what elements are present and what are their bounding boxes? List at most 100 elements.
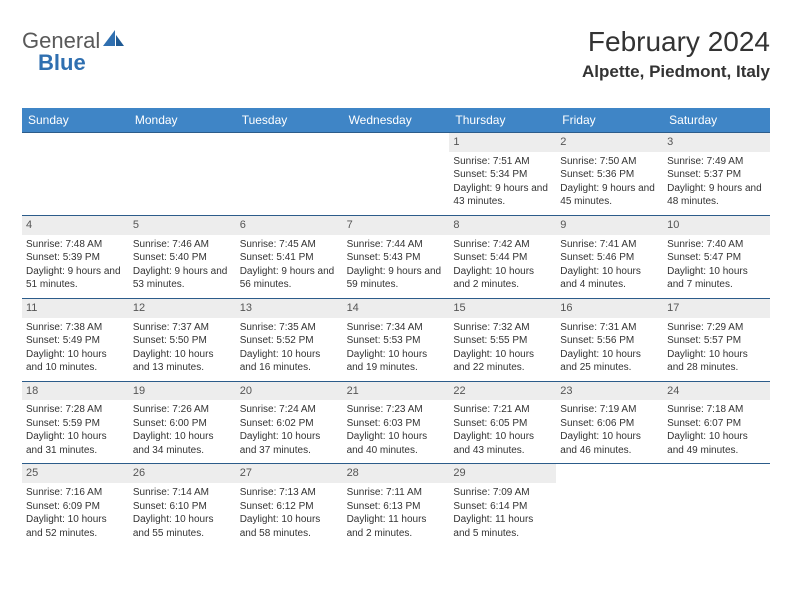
day-number: 29 [449, 464, 556, 483]
day-cell: 25 Sunrise: 7:16 AMSunset: 6:09 PMDayligh… [22, 463, 129, 546]
day-header: Thursday [449, 108, 556, 132]
logo-text-2-wrap: Blue [38, 50, 86, 76]
day-cell [663, 463, 770, 546]
day-cell: 15 Sunrise: 7:32 AMSunset: 5:55 PMDayligh… [449, 298, 556, 381]
day-cell: 27Sunrise: 7:13 AMSunset: 6:12 PMDayligh… [236, 463, 343, 546]
day-number: 26 [129, 464, 236, 483]
day-cell: 16 Sunrise: 7:31 AMSunset: 5:56 PMDayligh… [556, 298, 663, 381]
day-cell: 2 Sunrise: 7:50 AMSunset: 5:36 PMDaylight… [556, 132, 663, 215]
day-number: 2 [556, 133, 663, 152]
day-number: 27 [236, 464, 343, 483]
day-cell: 9 Sunrise: 7:41 AMSunset: 5:46 PMDaylight… [556, 215, 663, 298]
day-number: 24 [663, 382, 770, 401]
day-cell: 11 Sunrise: 7:38 AMSunset: 5:49 PMDayligh… [22, 298, 129, 381]
day-header: Friday [556, 108, 663, 132]
day-number: 11 [22, 299, 129, 318]
day-details: Sunrise: 7:35 AMSunset: 5:52 PMDaylight:… [240, 321, 339, 375]
day-number: 12 [129, 299, 236, 318]
day-number: 4 [22, 216, 129, 235]
day-number: 3 [663, 133, 770, 152]
day-number: 1 [449, 133, 556, 152]
day-header: Wednesday [343, 108, 450, 132]
day-cell: 4 Sunrise: 7:48 AMSunset: 5:39 PMDaylight… [22, 215, 129, 298]
day-details: Sunrise: 7:18 AMSunset: 6:07 PMDaylight:… [667, 403, 766, 457]
location: Alpette, Piedmont, Italy [582, 62, 770, 82]
day-cell [343, 132, 450, 215]
day-details: Sunrise: 7:48 AMSunset: 5:39 PMDaylight:… [26, 238, 125, 292]
day-details: Sunrise: 7:51 AMSunset: 5:34 PMDaylight:… [453, 155, 552, 209]
day-cell: 29Sunrise: 7:09 AMSunset: 6:14 PMDayligh… [449, 463, 556, 546]
day-details: Sunrise: 7:38 AMSunset: 5:49 PMDaylight:… [26, 321, 125, 375]
day-number: 8 [449, 216, 556, 235]
day-details: Sunrise: 7:16 AMSunset: 6:09 PMDaylight:… [26, 486, 125, 540]
month-title: February 2024 [582, 26, 770, 58]
day-details: Sunrise: 7:31 AMSunset: 5:56 PMDaylight:… [560, 321, 659, 375]
day-cell [129, 132, 236, 215]
day-number: 10 [663, 216, 770, 235]
day-number: 6 [236, 216, 343, 235]
day-number: 23 [556, 382, 663, 401]
day-details: Sunrise: 7:45 AMSunset: 5:41 PMDaylight:… [240, 238, 339, 292]
day-number: 22 [449, 382, 556, 401]
day-number: 28 [343, 464, 450, 483]
day-details: Sunrise: 7:26 AMSunset: 6:00 PMDaylight:… [133, 403, 232, 457]
day-header: Tuesday [236, 108, 343, 132]
day-cell: 28 Sunrise: 7:11 AMSunset: 6:13 PMDayligh… [343, 463, 450, 546]
day-number: 18 [22, 382, 129, 401]
day-details: Sunrise: 7:40 AMSunset: 5:47 PMDaylight:… [667, 238, 766, 292]
calendar-grid: SundayMondayTuesdayWednesdayThursdayFrid… [22, 108, 770, 546]
day-cell: 17 Sunrise: 7:29 AMSunset: 5:57 PMDayligh… [663, 298, 770, 381]
day-details: Sunrise: 7:50 AMSunset: 5:36 PMDaylight:… [560, 155, 659, 209]
day-details: Sunrise: 7:49 AMSunset: 5:37 PMDaylight:… [667, 155, 766, 209]
day-details: Sunrise: 7:23 AMSunset: 6:03 PMDaylight:… [347, 403, 446, 457]
day-number: 7 [343, 216, 450, 235]
day-header: Monday [129, 108, 236, 132]
day-number: 21 [343, 382, 450, 401]
day-number: 20 [236, 382, 343, 401]
day-cell: 13 Sunrise: 7:35 AMSunset: 5:52 PMDayligh… [236, 298, 343, 381]
day-cell: 1 Sunrise: 7:51 AMSunset: 5:34 PMDaylight… [449, 132, 556, 215]
day-details: Sunrise: 7:34 AMSunset: 5:53 PMDaylight:… [347, 321, 446, 375]
day-number: 14 [343, 299, 450, 318]
day-cell: 24 Sunrise: 7:18 AMSunset: 6:07 PMDayligh… [663, 381, 770, 464]
day-header: Sunday [22, 108, 129, 132]
day-cell [556, 463, 663, 546]
day-cell: 18 Sunrise: 7:28 AMSunset: 5:59 PMDayligh… [22, 381, 129, 464]
day-number: 17 [663, 299, 770, 318]
day-details: Sunrise: 7:11 AMSunset: 6:13 PMDaylight:… [347, 486, 446, 540]
day-cell: 7 Sunrise: 7:44 AMSunset: 5:43 PMDaylight… [343, 215, 450, 298]
day-number: 25 [22, 464, 129, 483]
day-cell: 14 Sunrise: 7:34 AMSunset: 5:53 PMDayligh… [343, 298, 450, 381]
day-details: Sunrise: 7:19 AMSunset: 6:06 PMDaylight:… [560, 403, 659, 457]
day-number: 9 [556, 216, 663, 235]
day-number: 15 [449, 299, 556, 318]
day-details: Sunrise: 7:32 AMSunset: 5:55 PMDaylight:… [453, 321, 552, 375]
day-cell: 10 Sunrise: 7:40 AMSunset: 5:47 PMDayligh… [663, 215, 770, 298]
day-details: Sunrise: 7:28 AMSunset: 5:59 PMDaylight:… [26, 403, 125, 457]
day-details: Sunrise: 7:29 AMSunset: 5:57 PMDaylight:… [667, 321, 766, 375]
day-details: Sunrise: 7:24 AMSunset: 6:02 PMDaylight:… [240, 403, 339, 457]
day-number: 13 [236, 299, 343, 318]
day-cell: 22 Sunrise: 7:21 AMSunset: 6:05 PMDayligh… [449, 381, 556, 464]
day-cell: 5 Sunrise: 7:46 AMSunset: 5:40 PMDaylight… [129, 215, 236, 298]
day-details: Sunrise: 7:41 AMSunset: 5:46 PMDaylight:… [560, 238, 659, 292]
day-header: Saturday [663, 108, 770, 132]
day-details: Sunrise: 7:46 AMSunset: 5:40 PMDaylight:… [133, 238, 232, 292]
logo-sail-icon [103, 28, 125, 54]
day-cell: 3 Sunrise: 7:49 AMSunset: 5:37 PMDaylight… [663, 132, 770, 215]
day-cell: 20 Sunrise: 7:24 AMSunset: 6:02 PMDayligh… [236, 381, 343, 464]
day-cell: 6 Sunrise: 7:45 AMSunset: 5:41 PMDaylight… [236, 215, 343, 298]
day-details: Sunrise: 7:14 AMSunset: 6:10 PMDaylight:… [133, 486, 232, 540]
day-details: Sunrise: 7:44 AMSunset: 5:43 PMDaylight:… [347, 238, 446, 292]
day-number: 19 [129, 382, 236, 401]
day-details: Sunrise: 7:42 AMSunset: 5:44 PMDaylight:… [453, 238, 552, 292]
header-right: February 2024 Alpette, Piedmont, Italy [582, 26, 770, 82]
day-number: 16 [556, 299, 663, 318]
logo-text-2: Blue [38, 50, 86, 75]
day-cell: 8 Sunrise: 7:42 AMSunset: 5:44 PMDaylight… [449, 215, 556, 298]
day-cell [22, 132, 129, 215]
day-number: 5 [129, 216, 236, 235]
day-details: Sunrise: 7:21 AMSunset: 6:05 PMDaylight:… [453, 403, 552, 457]
day-cell: 26 Sunrise: 7:14 AMSunset: 6:10 PMDayligh… [129, 463, 236, 546]
day-cell: 19 Sunrise: 7:26 AMSunset: 6:00 PMDayligh… [129, 381, 236, 464]
